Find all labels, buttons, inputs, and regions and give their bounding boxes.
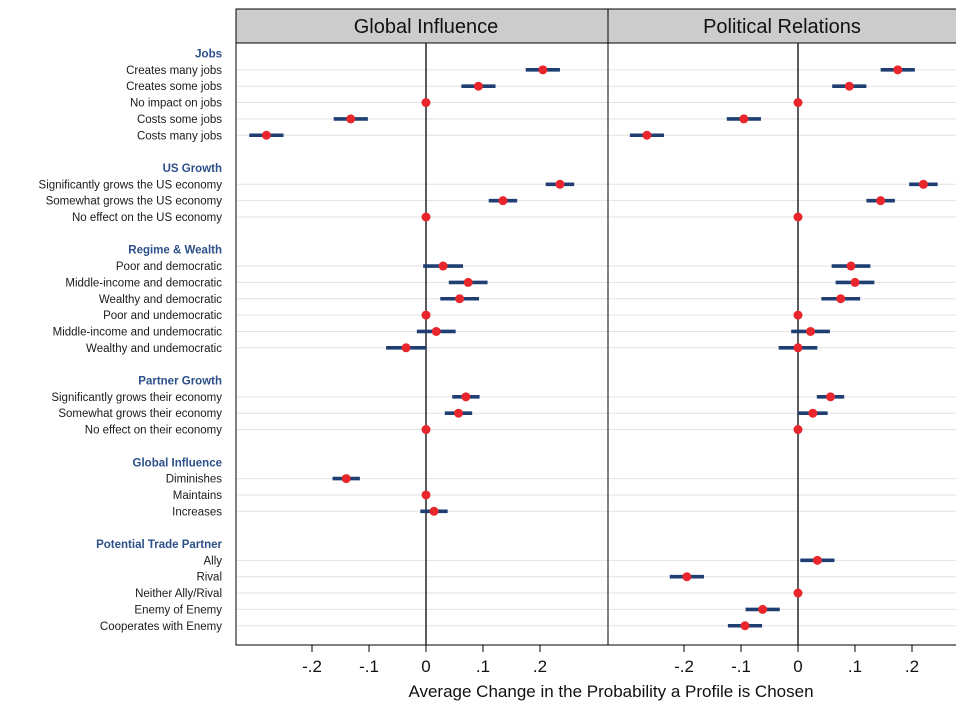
global-influence-point-no-impact-on-jobs (421, 98, 431, 108)
group-label-potential-trade-partner: Potential Trade Partner (96, 539, 222, 551)
global-influence-tick-label-4: .2 (533, 657, 547, 676)
global-influence-point-creates-many-jobs (538, 65, 548, 75)
level-label-costs-some-jobs: Costs some jobs (137, 114, 222, 126)
global-influence-tick-label-0: -.2 (302, 657, 322, 676)
political-relations-point-enemy-of-enemy (758, 604, 768, 614)
panel-political-relations: Political Relations -.2 -.1 0 .1 .2 (607, 8, 956, 676)
political-relations-point-middle-income-and-democratic (850, 277, 860, 287)
level-label-somewhat-grows-their-economy: Somewhat grows their economy (58, 408, 222, 420)
political-relations-tick-label-2: 0 (793, 657, 802, 676)
level-label-middle-income-and-undemocratic: Middle-income and undemocratic (53, 326, 223, 338)
global-influence-point-costs-some-jobs (346, 114, 356, 124)
political-relations-point-no-effect-on-their-economy (793, 425, 803, 435)
panel-global-influence-title: Global Influence (354, 16, 499, 38)
level-label-enemy-of-enemy: Enemy of Enemy (134, 604, 222, 616)
political-relations-point-wealthy-and-undemocratic (793, 343, 803, 353)
level-label-cooperates-with-enemy: Cooperates with Enemy (100, 621, 222, 633)
global-influence-tick-label-2: 0 (421, 657, 430, 676)
global-influence-point-diminishes (341, 474, 351, 484)
political-relations-tick-label-0: -.2 (674, 657, 694, 676)
panel-political-relations-title: Political Relations (703, 16, 861, 38)
panel-global-influence-x-ticks: -.2 -.1 0 .1 .2 (302, 645, 547, 676)
global-influence-point-no-effect-on-their-economy (421, 425, 431, 435)
panel-political-relations-plot-area (607, 42, 956, 646)
political-relations-point-ally (812, 555, 822, 565)
level-label-no-effect-on-their-economy: No effect on their economy (85, 425, 222, 437)
political-relations-point-poor-and-undemocratic (793, 310, 803, 320)
level-label-costs-many-jobs: Costs many jobs (137, 130, 222, 142)
panel-global-influence-title-box (235, 8, 617, 44)
group-label-regime-wealth: Regime & Wealth (128, 245, 222, 257)
political-relations-tick-label-4: .2 (905, 657, 919, 676)
panel-global-influence-marks (249, 65, 575, 516)
level-label-creates-some-jobs: Creates some jobs (126, 81, 222, 93)
level-label-wealthy-and-democratic: Wealthy and democratic (99, 294, 222, 306)
level-label-increases: Increases (172, 506, 222, 518)
panel-global-influence: Global Influence -.2 -.1 0 .1 .2 (235, 8, 617, 676)
level-label-creates-many-jobs: Creates many jobs (126, 65, 222, 77)
global-influence-point-significantly-grows-the-us-economy (555, 179, 565, 189)
level-label-significantly-grows-the-us-economy: Significantly grows the US economy (39, 179, 223, 191)
group-label-global-influence: Global Influence (133, 457, 222, 469)
level-label-wealthy-and-undemocratic: Wealthy and undemocratic (86, 343, 222, 355)
global-influence-point-increases (429, 506, 439, 516)
global-influence-point-middle-income-and-democratic (463, 277, 473, 287)
political-relations-point-middle-income-and-undemocratic (806, 326, 816, 336)
global-influence-point-poor-and-undemocratic (421, 310, 431, 320)
level-label-maintains: Maintains (173, 490, 222, 502)
political-relations-point-wealthy-and-democratic (836, 294, 846, 304)
level-label-no-effect-on-the-us-economy: No effect on the US economy (72, 212, 222, 224)
level-label-ally: Ally (203, 555, 222, 567)
political-relations-point-somewhat-grows-their-economy (808, 408, 818, 418)
political-relations-tick-label-1: -.1 (731, 657, 751, 676)
panel-political-relations-x-ticks: -.2 -.1 0 .1 .2 (674, 645, 919, 676)
level-label-no-impact-on-jobs: No impact on jobs (130, 98, 222, 110)
political-relations-point-neither-ally-rival (793, 588, 803, 598)
level-label-poor-and-undemocratic: Poor and undemocratic (103, 310, 222, 322)
level-label-rival: Rival (196, 572, 222, 584)
global-influence-point-wealthy-and-democratic (455, 294, 465, 304)
level-label-poor-and-democratic: Poor and democratic (116, 261, 222, 273)
level-label-significantly-grows-their-economy: Significantly grows their economy (51, 392, 222, 404)
global-influence-point-significantly-grows-their-economy (461, 392, 471, 402)
global-influence-point-poor-and-democratic (438, 261, 448, 271)
political-relations-point-no-impact-on-jobs (793, 98, 803, 108)
level-label-diminishes: Diminishes (166, 474, 222, 486)
political-relations-point-cooperates-with-enemy (740, 621, 750, 631)
level-label-neither-ally-rival: Neither Ally/Rival (135, 588, 222, 600)
political-relations-point-costs-some-jobs (739, 114, 749, 124)
level-label-middle-income-and-democratic: Middle-income and democratic (65, 277, 222, 289)
political-relations-point-significantly-grows-the-us-economy (918, 179, 928, 189)
global-influence-point-creates-some-jobs (473, 81, 483, 91)
group-label-jobs: Jobs (195, 49, 222, 61)
global-influence-point-no-effect-on-the-us-economy (421, 212, 431, 222)
level-label-somewhat-grows-the-us-economy: Somewhat grows the US economy (46, 196, 223, 208)
political-relations-point-significantly-grows-their-economy (825, 392, 835, 402)
political-relations-point-somewhat-grows-the-us-economy (876, 196, 886, 206)
political-relations-point-rival (682, 572, 692, 582)
political-relations-point-poor-and-democratic (846, 261, 856, 271)
panel-political-relations-marks (629, 65, 938, 631)
political-relations-tick-label-3: .1 (848, 657, 862, 676)
global-influence-point-somewhat-grows-their-economy (453, 408, 463, 418)
political-relations-point-creates-some-jobs (844, 81, 854, 91)
global-influence-point-wealthy-and-undemocratic (401, 343, 411, 353)
x-axis-title: Average Change in the Probability a Prof… (408, 682, 813, 701)
global-influence-point-middle-income-and-undemocratic (431, 326, 441, 336)
political-relations-point-costs-many-jobs (642, 130, 652, 140)
group-label-us-growth: US Growth (163, 163, 222, 175)
global-influence-tick-label-3: .1 (476, 657, 490, 676)
global-influence-tick-label-1: -.1 (359, 657, 379, 676)
global-influence-point-maintains (421, 490, 431, 500)
political-relations-point-no-effect-on-the-us-economy (793, 212, 803, 222)
global-influence-point-somewhat-grows-the-us-economy (498, 196, 508, 206)
political-relations-point-creates-many-jobs (893, 65, 903, 75)
group-label-partner-growth: Partner Growth (138, 376, 222, 388)
global-influence-point-costs-many-jobs (261, 130, 271, 140)
y-axis-labels: Jobs Creates many jobs Creates some jobs No… (39, 49, 223, 633)
